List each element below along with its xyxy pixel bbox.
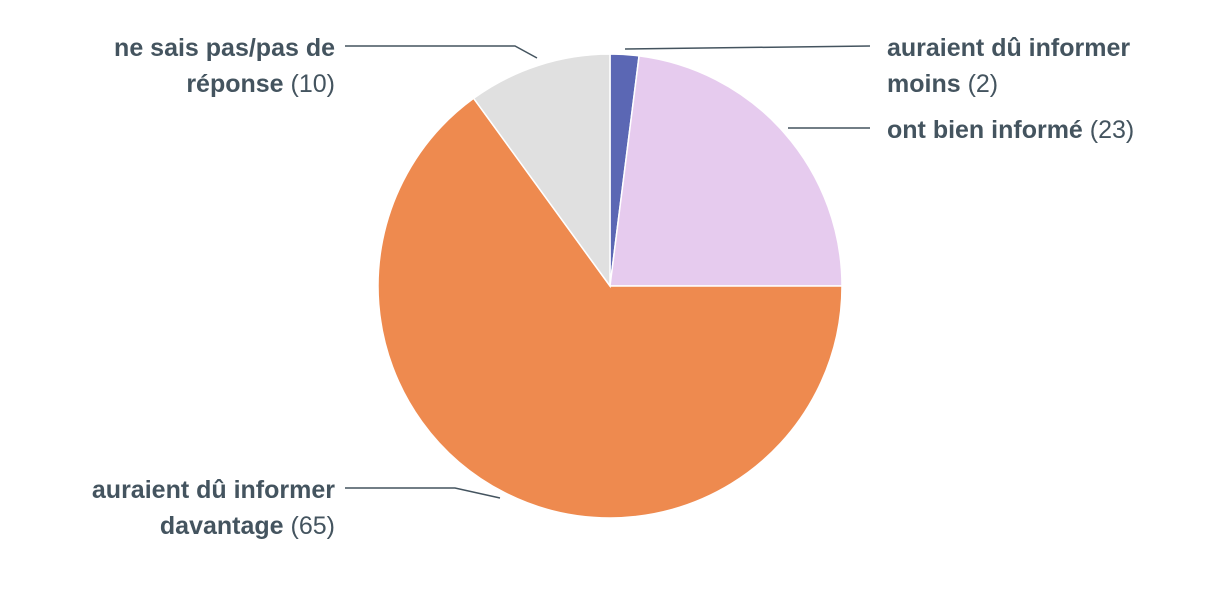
slices — [377, 53, 843, 519]
pie-slice — [609, 54, 843, 287]
value-label: (2) — [967, 70, 999, 98]
pie-slice — [472, 53, 611, 289]
value-label: (10) — [290, 70, 335, 98]
leader-line — [345, 487, 501, 499]
slice-label: auraient dû informer davantage (65) — [35, 472, 335, 544]
pie-slice — [377, 97, 843, 519]
slice-label: ne sais pas/pas de réponse (10) — [35, 30, 335, 102]
value-label: (65) — [290, 512, 335, 540]
slice-label: auraient dû informer moins (2) — [887, 30, 1187, 102]
category-label: ne sais pas/pas de réponse — [114, 34, 335, 98]
leader-line — [345, 45, 538, 59]
slice-label: ont bien informé (23) — [887, 112, 1187, 148]
category-label: auraient dû informer moins — [887, 34, 1131, 98]
category-label: auraient dû informer davantage — [91, 476, 335, 540]
category-label: ont bien informé — [887, 116, 1083, 144]
value-label: (23) — [1089, 116, 1135, 144]
leader-line — [624, 45, 871, 50]
